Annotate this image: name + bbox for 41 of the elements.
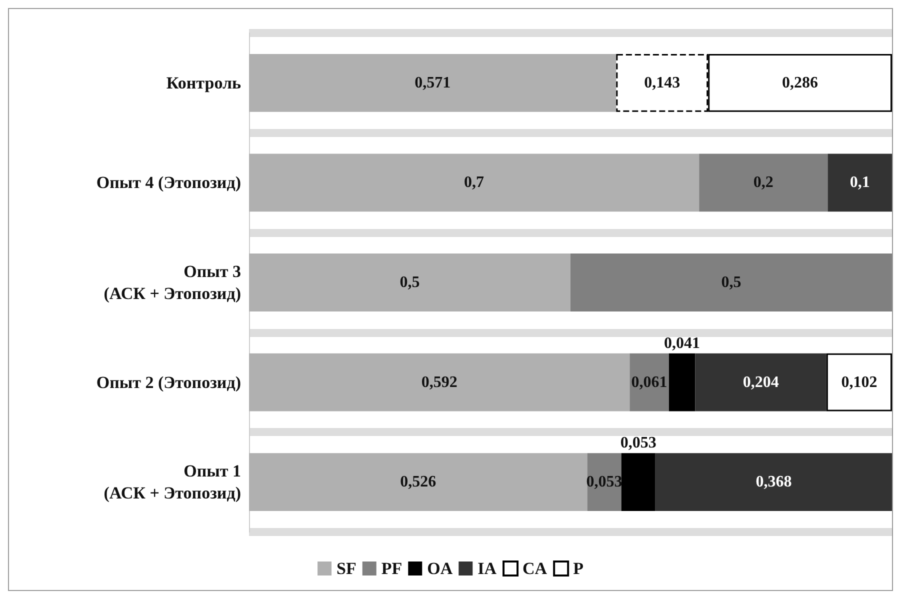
y-tick-label: Опыт 1 (АСК + Этопозид): [104, 462, 241, 503]
legend-label: PF: [381, 559, 402, 578]
data-label: 0,368: [756, 474, 792, 491]
data-label: 0,526: [400, 474, 436, 491]
legend-label: SF: [336, 559, 356, 578]
data-label: 0,061: [631, 374, 668, 391]
y-tick-label: Опыт 2 (Этопозид): [96, 372, 241, 392]
bar: [249, 154, 700, 212]
bar: [249, 54, 616, 112]
bar: [249, 453, 588, 512]
data-label: 0,102: [841, 374, 878, 391]
data-label: 0,5: [400, 274, 420, 291]
data-label: 0,053: [620, 434, 656, 452]
data-label: 0,041: [664, 334, 700, 352]
y-tick-label: Опыт 3 (АСК + Этопозид): [104, 262, 241, 303]
data-label: 0,286: [782, 74, 818, 92]
data-label: 0,1: [850, 174, 870, 192]
legend-label: IA: [478, 559, 498, 578]
data-label: 0,7: [464, 174, 484, 192]
legend-label: P: [573, 559, 584, 578]
bar: [699, 154, 828, 212]
data-label: 0,592: [421, 374, 458, 391]
bar: [570, 254, 892, 312]
bar: [249, 353, 630, 412]
data-label: 0,2: [753, 174, 774, 192]
data-label: 0,204: [742, 374, 779, 391]
data-label: 0,571: [414, 74, 451, 92]
bar: [668, 353, 696, 412]
bar: [655, 453, 892, 512]
data-label: 0,143: [644, 74, 680, 92]
y-tick-label: Опыт 4 (Этопозид): [96, 173, 241, 192]
legend-label: OA: [427, 559, 454, 578]
legend-label: CA: [522, 559, 548, 578]
bar: [828, 154, 892, 212]
bar: [826, 353, 892, 412]
bar: [695, 353, 826, 412]
bar: [630, 353, 669, 412]
y-tick-label: Контроль: [166, 73, 242, 92]
bar: [621, 453, 656, 512]
bar: [249, 254, 570, 312]
data-label: 0,5: [721, 274, 742, 291]
